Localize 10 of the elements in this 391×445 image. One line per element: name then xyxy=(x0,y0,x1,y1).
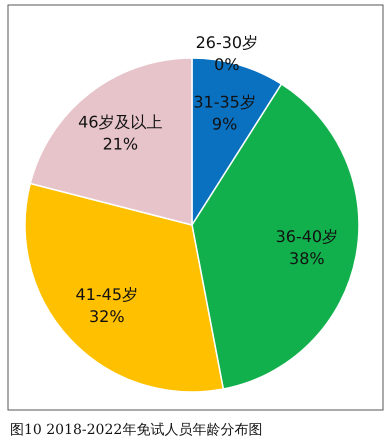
text: 图10 2018-2022年免试人员年龄分布图 xyxy=(10,422,262,438)
slice-label: 41-45岁 xyxy=(76,285,138,304)
category-label: 26-30岁 xyxy=(196,33,258,52)
data-label: 38% xyxy=(289,248,325,268)
data-label: 32% xyxy=(89,307,125,326)
data-label: 21% xyxy=(102,134,138,154)
slice-label: 31-35岁 xyxy=(193,92,256,112)
data-label: 9% xyxy=(212,114,238,134)
slice-label: 46岁及以上 xyxy=(78,112,163,132)
slice-label: 36-40岁 xyxy=(276,226,338,246)
